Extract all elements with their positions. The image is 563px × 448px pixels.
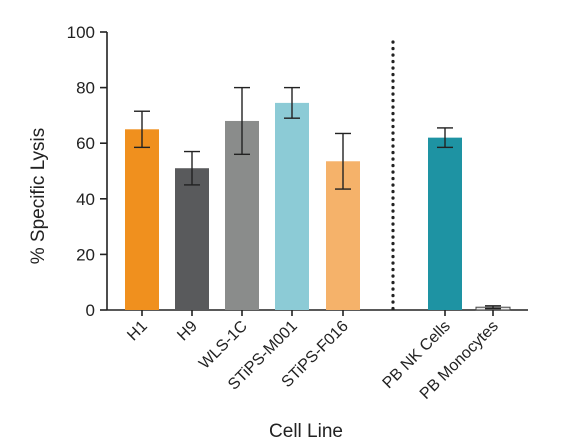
chart-bars (125, 102, 511, 311)
bar (125, 129, 159, 310)
bar (175, 168, 209, 310)
y-tick-label: 60 (76, 134, 95, 153)
x-axis-label: Cell Line (269, 421, 343, 442)
y-tick-label: 0 (86, 301, 95, 320)
chart-error-bars (134, 86, 501, 310)
y-axis-label: % Specific Lysis (28, 128, 49, 265)
y-tick-label: 80 (76, 79, 95, 98)
x-tick-label: H1 (124, 318, 151, 345)
y-tick-label: 20 (76, 245, 95, 264)
y-tick-label: 40 (76, 190, 95, 209)
x-tick-label: H9 (174, 318, 201, 345)
chart-axes (106, 32, 528, 312)
bar (275, 102, 309, 310)
bar (428, 137, 462, 310)
y-tick-label: 100 (67, 23, 95, 42)
